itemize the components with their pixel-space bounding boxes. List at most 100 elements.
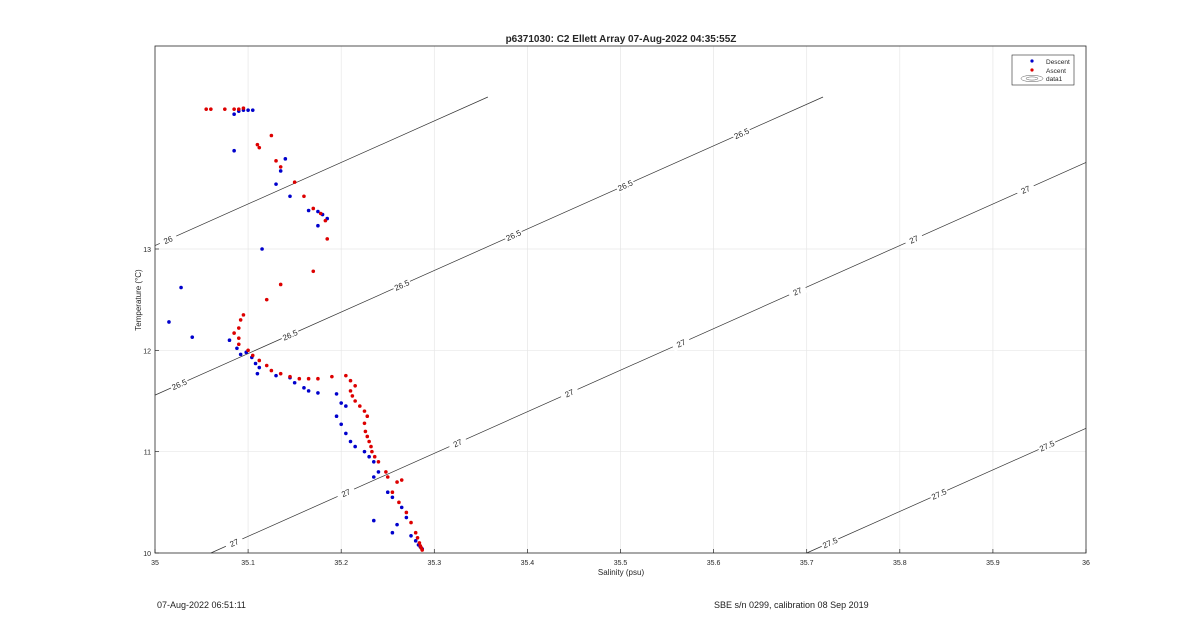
ascent-point — [362, 421, 367, 426]
ascent-point — [236, 107, 241, 111]
y-tick-label: 10 — [143, 551, 151, 558]
ascent-point — [370, 449, 374, 454]
ascent-point — [353, 384, 357, 388]
ascent-point — [399, 478, 404, 482]
y-tick-label: 12 — [143, 348, 151, 355]
footer-calibration: SBE s/n 0299, calibration 08 Sep 2019 — [714, 600, 869, 610]
descent-point — [353, 444, 357, 449]
descent-point — [371, 460, 376, 464]
ascent-point — [358, 404, 362, 408]
descent-point — [334, 392, 339, 396]
contour-label: 27 — [792, 286, 804, 298]
chart-title: p6371030: C2 Ellett Array 07-Aug-2022 04… — [506, 34, 737, 45]
x-axis-label: Salinity (psu) — [598, 568, 645, 577]
ascent-point — [369, 444, 373, 449]
descent-point — [232, 148, 236, 153]
ascent-point — [350, 394, 355, 398]
ascent-point — [209, 107, 213, 111]
ascent-point — [362, 409, 367, 413]
ascent-point — [420, 548, 424, 552]
x-tick-label: 35.5 — [614, 560, 628, 567]
x-tick-label: 35.6 — [707, 560, 721, 567]
legend-descent-marker — [1030, 59, 1034, 63]
descent-point — [274, 373, 278, 378]
descent-point — [246, 108, 250, 112]
legend-ascent-marker — [1030, 68, 1034, 72]
ascent-point — [365, 414, 370, 419]
x-tick-label: 35 — [151, 560, 159, 567]
x-tick-label: 35.7 — [800, 560, 814, 567]
x-axis: 35 35.1 35.2 35.3 35.4 35.5 35.6 35.7 35.8 35.9 36 — [151, 549, 1090, 567]
legend-data1-label: data1 — [1046, 76, 1063, 83]
grid-lines — [155, 46, 1086, 553]
contour-label-bg — [614, 177, 636, 194]
ascent-point — [278, 165, 283, 169]
ascent-point — [385, 475, 390, 479]
ascent-point — [397, 500, 401, 505]
contour-label-bg — [1036, 437, 1058, 455]
contour-label-bg — [335, 484, 357, 501]
descent-point — [227, 338, 232, 343]
ascent-point — [292, 180, 297, 184]
contour-label-bg — [157, 231, 179, 248]
ascent-point — [413, 530, 418, 535]
ascent-point — [274, 159, 278, 163]
descent-point — [339, 422, 344, 427]
ascent-point — [223, 107, 227, 111]
ascent-point — [365, 434, 370, 439]
contour-label: 27 — [564, 387, 576, 399]
descent-point — [179, 285, 183, 290]
contour-label-bg — [503, 226, 524, 244]
descent-point — [413, 539, 418, 543]
contour-line — [210, 162, 1087, 554]
footer-timestamp: 07-Aug-2022 06:51:11 — [157, 600, 246, 610]
descent-point — [260, 247, 264, 251]
ascent-point — [404, 510, 409, 515]
ascent-point — [264, 297, 269, 302]
descent-point — [376, 470, 381, 474]
descent-point — [390, 495, 395, 500]
ascent-point — [384, 470, 388, 474]
ascent-point — [302, 194, 306, 199]
ascent-point — [372, 454, 377, 459]
descent-point — [250, 108, 255, 112]
ascent-point — [238, 318, 243, 322]
descent-point — [399, 505, 404, 510]
ascent-point — [269, 133, 274, 138]
descent-point — [344, 431, 348, 436]
x-tick-label: 35.2 — [334, 560, 348, 567]
ascent-point — [257, 358, 262, 363]
descent-point — [409, 533, 413, 538]
contour-label-bg — [223, 534, 245, 551]
ascent-point — [344, 373, 348, 378]
descent-point — [257, 365, 262, 370]
legend-descent-label: Descent — [1046, 59, 1070, 66]
descent-point — [190, 335, 195, 339]
ascent-point — [325, 237, 330, 241]
ascent-point — [348, 378, 353, 383]
ascent-point — [232, 331, 236, 335]
descent-point — [278, 169, 283, 173]
descent-point — [306, 208, 311, 213]
ascent-point — [257, 145, 262, 150]
ascent-point — [306, 376, 311, 381]
descent-point — [316, 209, 320, 214]
contour-label-bg — [670, 334, 692, 352]
contour-label-bg — [1015, 181, 1036, 198]
contour-label: 27 — [675, 338, 687, 350]
contour-label: 27 — [228, 537, 240, 549]
descent-point — [316, 223, 320, 228]
contour-label: 27 — [1020, 184, 1032, 196]
descent-point — [306, 389, 311, 393]
ascent-point — [297, 376, 302, 381]
descent-point — [302, 386, 306, 390]
descent-point — [404, 515, 409, 520]
descent-point — [274, 182, 278, 186]
ascent-point — [246, 348, 250, 353]
contour-label: 26 — [162, 234, 174, 246]
descent-point — [385, 490, 390, 495]
descent-point — [339, 401, 344, 405]
contour-line — [154, 96, 824, 396]
x-tick-label: 35.1 — [241, 560, 255, 567]
ascent-point — [376, 460, 381, 464]
